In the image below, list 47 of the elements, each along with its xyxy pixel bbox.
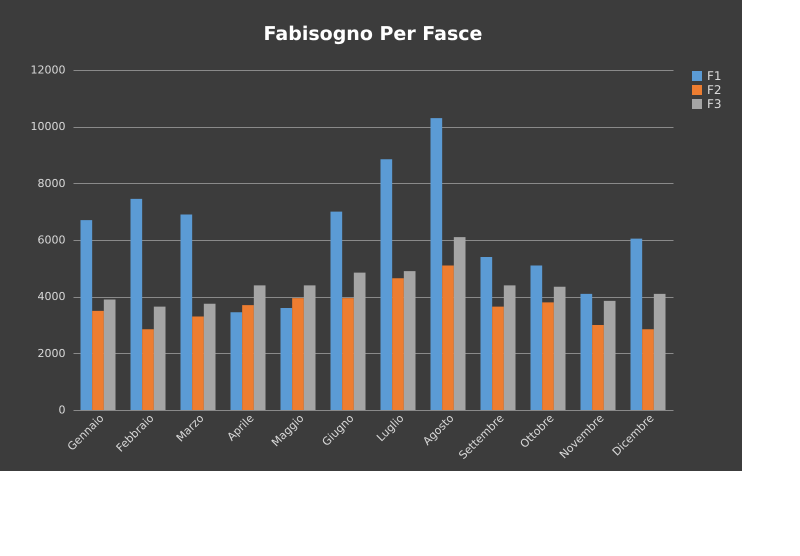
bar (304, 285, 316, 410)
chart-title: Fabisogno Per Fasce (264, 23, 482, 45)
bar (280, 308, 292, 410)
bar (130, 198, 142, 410)
bar (580, 294, 592, 410)
legend-label: F3 (707, 97, 722, 111)
y-tick-label: 0 (58, 404, 66, 416)
bar (542, 302, 554, 410)
bar (492, 306, 504, 410)
bar (592, 325, 604, 410)
y-tick-label: 6000 (38, 234, 66, 246)
y-tick-label: 4000 (38, 290, 66, 304)
bar (330, 212, 342, 410)
bar (654, 294, 666, 410)
bar (504, 285, 516, 410)
bar (554, 286, 566, 410)
y-tick-label: 10000 (30, 120, 66, 134)
bar (442, 266, 454, 410)
bar (154, 306, 166, 410)
bar (530, 266, 542, 410)
bar (204, 304, 216, 410)
y-tick-label: 12000 (30, 64, 66, 76)
y-tick-label: 8000 (38, 176, 66, 190)
bar (142, 329, 154, 410)
bar (642, 329, 654, 410)
bar (230, 312, 242, 410)
bar (480, 257, 492, 410)
y-tick-label: 2000 (38, 346, 66, 360)
bar (630, 238, 642, 410)
legend-label: F1 (707, 69, 722, 83)
bar (254, 285, 266, 410)
bar (104, 300, 116, 410)
bar (342, 298, 354, 410)
bar (242, 305, 254, 410)
bar (430, 118, 442, 410)
bar (604, 300, 616, 410)
bar (292, 298, 304, 410)
legend-label: F2 (707, 83, 722, 97)
bar (354, 272, 366, 410)
bar (192, 316, 204, 410)
bar (380, 159, 392, 410)
bar (392, 278, 404, 410)
bar (180, 214, 192, 410)
bar (92, 310, 104, 410)
bar (80, 220, 92, 410)
bar (454, 237, 466, 410)
bar (404, 271, 416, 410)
